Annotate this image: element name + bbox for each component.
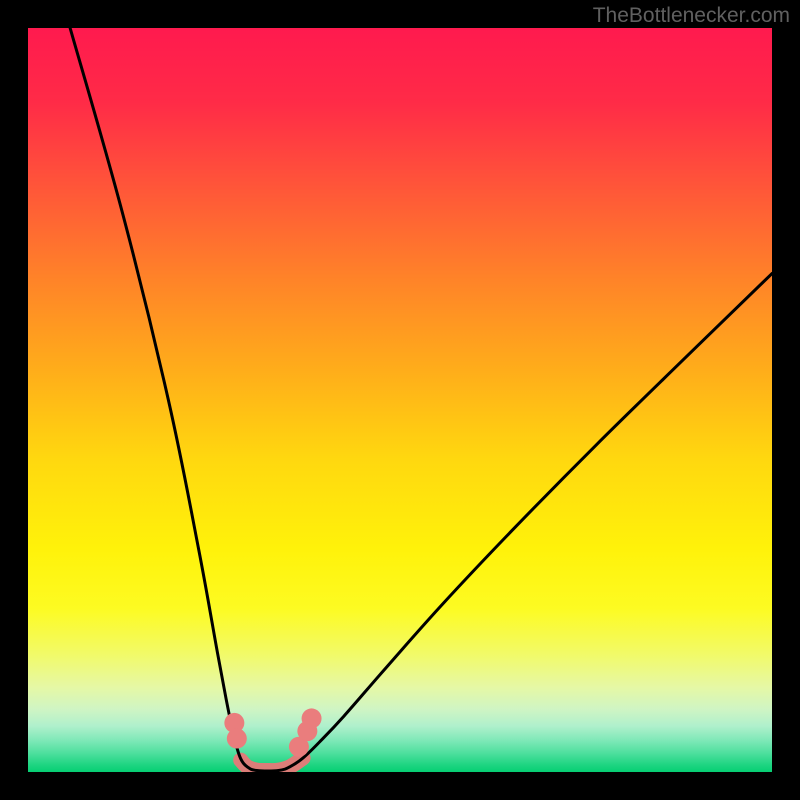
curve-bead xyxy=(227,729,247,749)
plot-area xyxy=(28,28,772,772)
canvas: TheBottlenecker.com xyxy=(0,0,800,800)
chart-svg xyxy=(0,0,800,800)
curve-bead xyxy=(302,708,322,728)
